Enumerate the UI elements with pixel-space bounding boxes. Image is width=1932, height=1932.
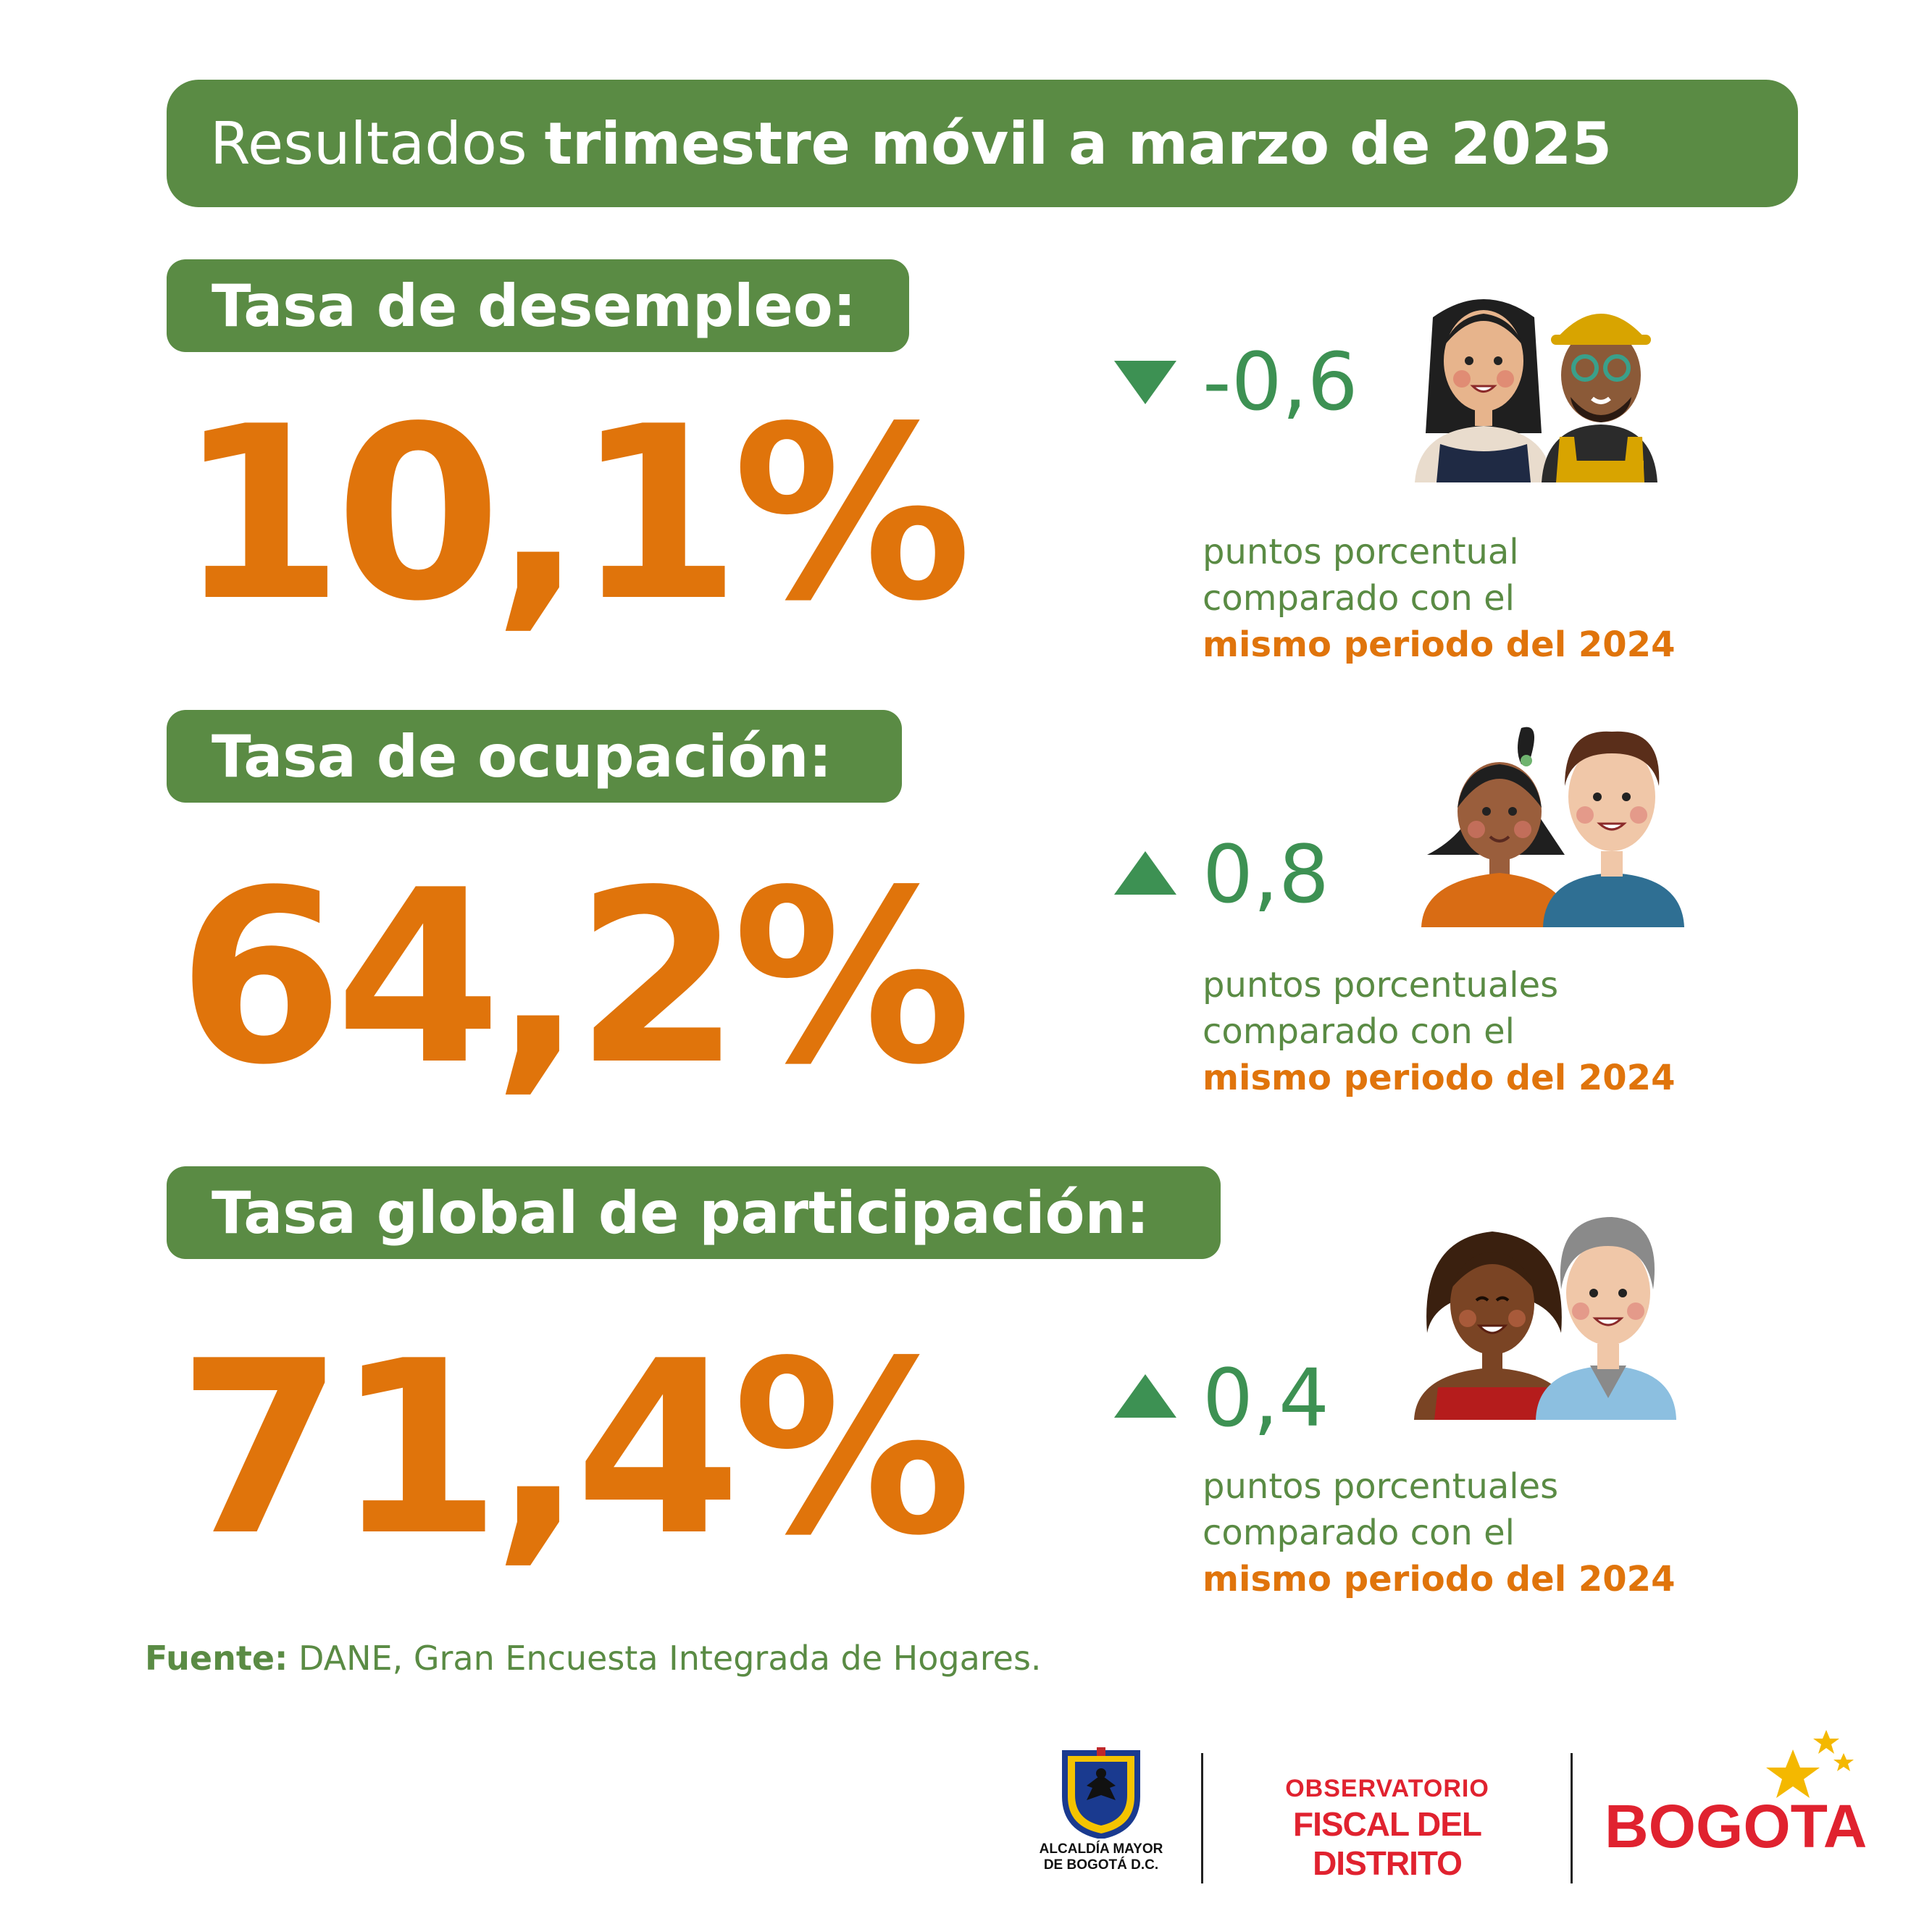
value-participacion: 71,4% <box>177 1310 972 1588</box>
title-bar: Resultados trimestre móvil a marzo de 20… <box>167 80 1798 207</box>
section-label-desempleo: Tasa de desempleo: <box>167 259 909 352</box>
section-label-ocupacion: Tasa de ocupación: <box>167 710 902 803</box>
source-note: Fuente: DANE, Gran Encuesta Integrada de… <box>145 1639 1042 1678</box>
source-label: Fuente: <box>145 1639 288 1678</box>
title-bold: trimestre móvil a marzo de 2025 <box>544 109 1612 177</box>
value-ocupacion: 64,2% <box>177 839 972 1117</box>
footer-divider <box>1201 1753 1203 1883</box>
desc-line: comparado con el <box>1203 1513 1515 1553</box>
alcaldia-line2: DE BOGOTÁ D.C. <box>1043 1857 1159 1873</box>
alcaldia-line1: ALCALDÍA MAYOR <box>1039 1841 1163 1857</box>
coat-of-arms-icon <box>1062 1747 1140 1840</box>
footer-divider <box>1571 1753 1573 1883</box>
arrow-up-icon <box>1114 1374 1176 1418</box>
delta-desempleo: -0,6 <box>1203 335 1358 428</box>
title-light: Resultados <box>210 109 527 177</box>
arrow-up-icon <box>1114 851 1176 895</box>
adult-couple-illustration-icon <box>1414 1217 1676 1420</box>
delta-participacion: 0,4 <box>1203 1352 1329 1444</box>
observatorio-line1: OBSERVATORIO <box>1285 1775 1489 1802</box>
workers-illustration-icon <box>1415 299 1657 482</box>
desc-ocupacion: puntos porcentuales comparado con el mis… <box>1203 962 1675 1101</box>
desc-desempleo: puntos porcentual comparado con el mismo… <box>1203 529 1675 668</box>
delta-ocupacion: 0,8 <box>1203 828 1329 921</box>
desc-line: puntos porcentuales <box>1203 965 1559 1005</box>
desc-line: comparado con el <box>1203 578 1515 619</box>
source-text: DANE, Gran Encuesta Integrada de Hogares… <box>298 1639 1042 1678</box>
young-couple-illustration-icon <box>1421 727 1684 927</box>
desc-participacion: puntos porcentuales comparado con el mis… <box>1203 1463 1675 1602</box>
section-label-participacion: Tasa global de participación: <box>167 1166 1221 1259</box>
arrow-down-icon <box>1114 361 1176 404</box>
bogota-logo-text: BOGOTA <box>1605 1792 1865 1860</box>
desc-line: comparado con el <box>1203 1011 1515 1052</box>
observatorio-logo: OBSERVATORIO FISCAL DEL DISTRITO <box>1231 1775 1543 1883</box>
desc-line: puntos porcentual <box>1203 532 1519 572</box>
observatorio-line2: FISCAL DEL DISTRITO <box>1292 1805 1482 1882</box>
desc-highlight: mismo periodo del 2024 <box>1203 1058 1676 1098</box>
bogota-logo-icon: BOGOTA <box>1605 1730 1865 1860</box>
alcaldia-logo: ALCALDÍA MAYOR DE BOGOTÁ D.C. <box>1029 1746 1174 1873</box>
desc-line: puntos porcentuales <box>1203 1466 1559 1507</box>
desc-highlight: mismo periodo del 2024 <box>1203 1559 1676 1599</box>
value-desempleo: 10,1% <box>177 375 972 653</box>
desc-highlight: mismo periodo del 2024 <box>1203 624 1676 665</box>
